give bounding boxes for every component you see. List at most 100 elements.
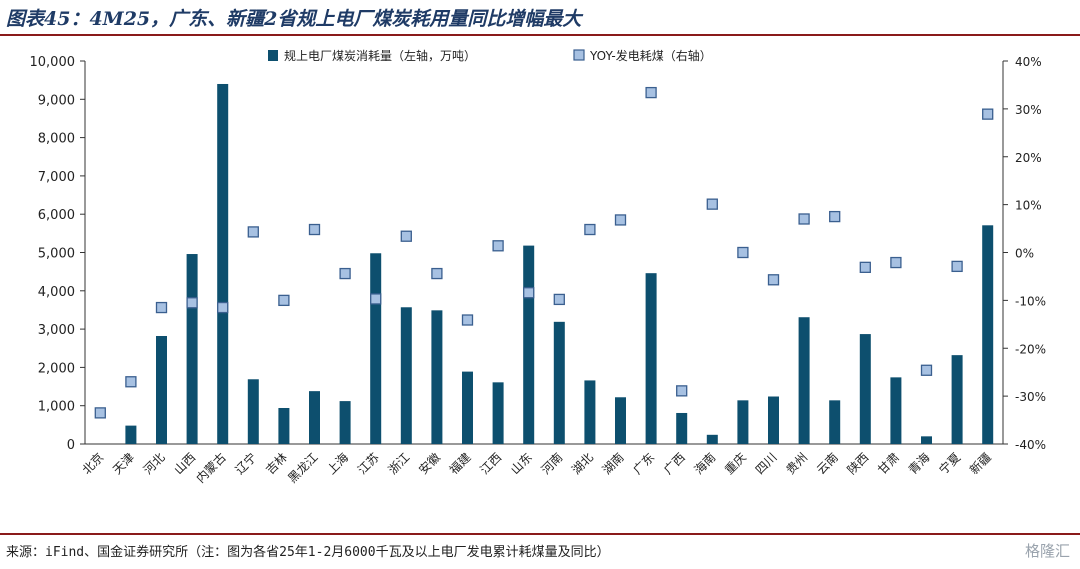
yoy-point-云南: [829, 210, 841, 223]
yoy-point-山西: [186, 297, 198, 309]
x-tick-label: 黑龙江: [285, 450, 320, 485]
yoy-point-广西: [676, 385, 688, 397]
x-tick-label: 江西: [477, 450, 504, 477]
x-tick-label: 广东: [630, 450, 657, 477]
x-tick-label: 广西: [661, 450, 688, 477]
yoy-point-青海: [920, 364, 933, 376]
yoy-point-甘肃: [890, 256, 902, 269]
legend-label-bars: 规上电厂煤炭消耗量（左轴，万吨）: [284, 48, 476, 63]
yoy-point-宁夏: [951, 260, 963, 273]
x-tick-label: 宁夏: [936, 450, 964, 478]
bar-内蒙古: [217, 83, 229, 445]
bar-云南: [829, 400, 841, 444]
left-tick-label: 2,000: [38, 361, 75, 376]
bar-江苏: [370, 253, 382, 444]
yoy-point-广东: [645, 86, 657, 99]
bar-贵州: [798, 317, 810, 444]
yoy-point-辽宁: [247, 226, 259, 238]
yoy-point-湖北: [584, 223, 596, 236]
bar-河北: [156, 335, 167, 444]
right-tick-label: 20%: [1015, 151, 1042, 165]
yoy-point-吉林: [278, 294, 290, 307]
bar-上海: [339, 401, 351, 444]
bar-山东: [523, 245, 535, 444]
title-divider: [0, 34, 1080, 36]
bar-宁夏: [951, 355, 963, 444]
bar-甘肃: [890, 377, 902, 444]
left-tick-label: 10,000: [30, 55, 76, 70]
x-tick-label: 吉林: [263, 450, 290, 477]
x-tick-label: 辽宁: [232, 450, 260, 478]
left-tick-label: 9,000: [38, 93, 75, 108]
footer-divider: [0, 533, 1080, 535]
x-tick-label: 山西: [171, 450, 198, 477]
yoy-point-贵州: [798, 213, 810, 225]
combo-chart: 0 1,000 2,000 3,000 4,000 5,000 6,000 7,000 8,00…: [30, 48, 1047, 486]
bar-福建: [462, 371, 473, 444]
yoy-point-河南: [553, 293, 565, 306]
bar-湖北: [584, 380, 596, 444]
right-tick-label: 40%: [1015, 55, 1042, 69]
yoy-point-湖南: [614, 214, 627, 226]
x-tick-label: 江苏: [355, 450, 382, 477]
yoy-point-黑龙江: [308, 223, 321, 236]
yoy-point-河北: [155, 301, 168, 314]
bar-广东: [645, 273, 657, 444]
title-bar: 图表45：4M25，广东、新疆2省规上电厂煤炭耗用量同比增幅最大: [0, 0, 1080, 36]
bar-青海: [921, 436, 932, 444]
legend-label-yoy: YOY-发电耗煤（右轴）: [589, 48, 712, 63]
chart-area: 0 1,000 2,000 3,000 4,000 5,000 6,000 7,000 8,00…: [0, 36, 1080, 532]
bar-江西: [492, 382, 504, 444]
bar-四川: [768, 396, 779, 444]
left-tick-label: 6,000: [38, 208, 75, 223]
bar-天津: [125, 425, 137, 444]
bar-安徽: [431, 310, 443, 444]
yoy-point-安徽: [431, 267, 443, 280]
bar-山西: [186, 254, 198, 444]
left-tick-label: 0: [67, 438, 75, 453]
yoy-point-山东: [523, 287, 535, 299]
yoy-point-海南: [706, 198, 718, 210]
right-tick-label: 10%: [1015, 199, 1042, 213]
left-tick-label: 7,000: [38, 170, 75, 185]
x-tick-label: 云南: [813, 450, 841, 478]
bar-海南: [706, 434, 718, 444]
legend-swatch-yoy: [573, 49, 585, 61]
yoy-point-陕西: [859, 261, 871, 273]
x-tick-label: 浙江: [386, 450, 413, 477]
page-title: 图表45：4M25，广东、新疆2省规上电厂煤炭耗用量同比增幅最大: [6, 8, 582, 30]
legend-swatch-bars: [268, 50, 278, 61]
right-tick-label: -20%: [1015, 342, 1046, 356]
x-tick-label: 安徽: [415, 450, 443, 478]
yoy-point-天津: [125, 376, 137, 388]
x-tick-label: 海南: [691, 450, 719, 478]
x-tick-label: 福建: [446, 450, 474, 478]
bar-河南: [553, 321, 565, 444]
right-tick-label: 30%: [1015, 103, 1042, 117]
x-tick-label: 陕西: [844, 450, 872, 478]
bar-辽宁: [247, 379, 259, 444]
x-tick-label: 内蒙古: [193, 450, 229, 486]
bar-湖南: [615, 397, 626, 444]
x-tick-label: 重庆: [722, 450, 749, 477]
left-tick-label: 1,000: [38, 400, 75, 415]
left-tick-label: 5,000: [38, 247, 75, 262]
bar-广西: [676, 412, 688, 444]
yoy-point-江西: [492, 240, 504, 252]
bar-浙江: [400, 307, 412, 444]
x-tick-label: 湖南: [599, 450, 627, 478]
right-tick-label: -10%: [1015, 294, 1046, 308]
x-tick-label: 新疆: [966, 450, 994, 478]
yoy-point-浙江: [400, 230, 412, 242]
left-tick-label: 4,000: [38, 285, 75, 300]
yoy-point-四川: [767, 274, 780, 286]
yoy-point-上海: [339, 267, 351, 280]
x-tick-label: 河南: [538, 450, 566, 478]
x-tick-label: 贵州: [783, 450, 810, 477]
right-tick-label: -40%: [1015, 438, 1046, 452]
x-tick-label: 湖北: [568, 450, 596, 478]
yoy-point-内蒙古: [217, 301, 229, 314]
x-tick-label: 河北: [141, 450, 168, 477]
x-tick-label: 青海: [905, 450, 933, 478]
bar-黑龙江: [309, 391, 320, 444]
